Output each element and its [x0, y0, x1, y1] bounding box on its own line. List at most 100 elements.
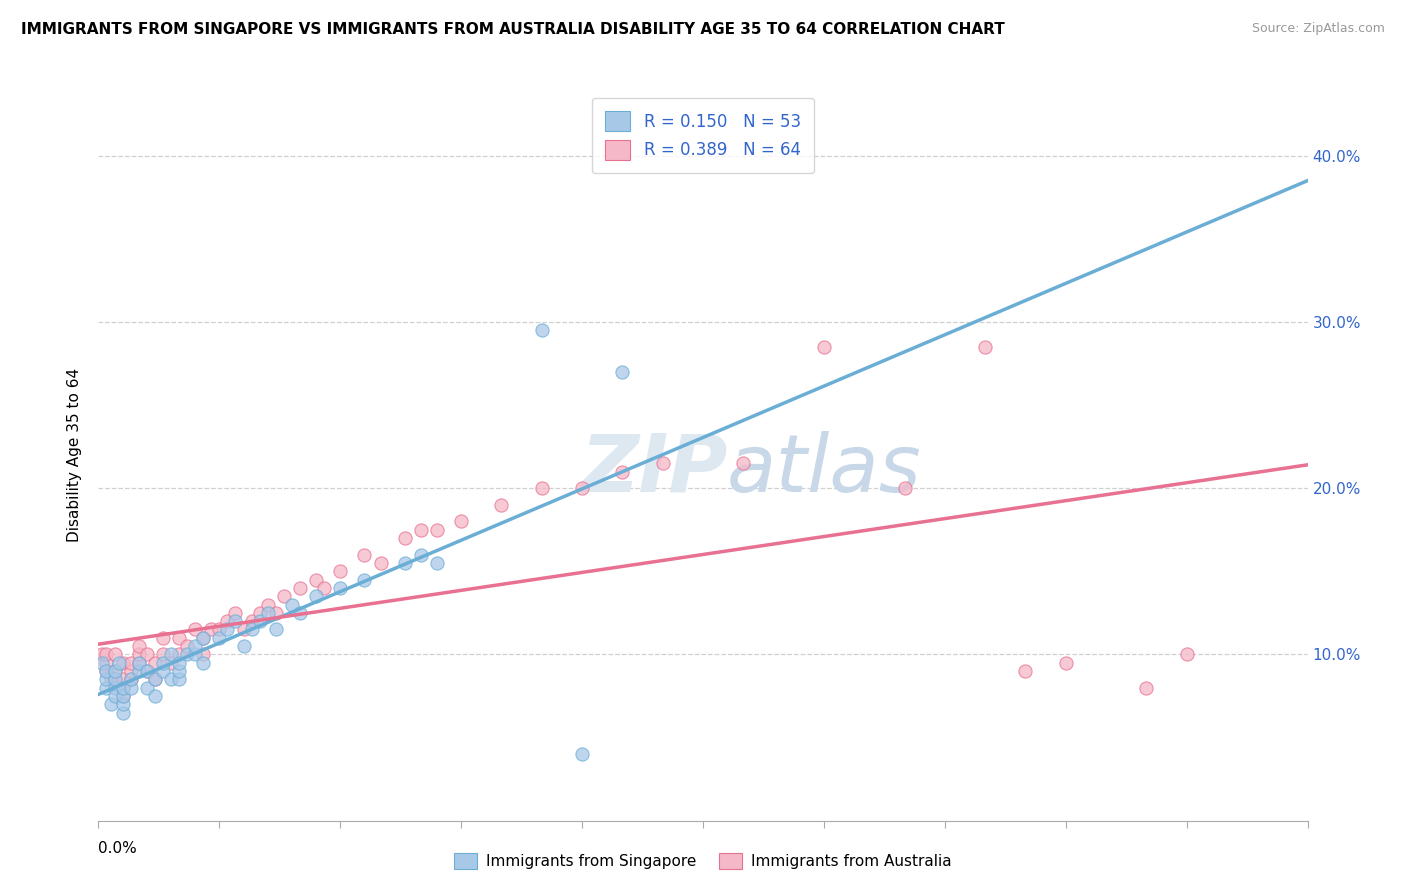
Point — [193, 648, 215, 662]
Point — [111, 689, 134, 703]
Point — [409, 548, 432, 562]
Point — [1175, 648, 1198, 662]
Point — [143, 673, 166, 687]
Point — [128, 656, 150, 670]
Point — [167, 648, 190, 662]
Point — [249, 614, 271, 628]
Point — [426, 523, 449, 537]
Point — [240, 623, 263, 637]
Point — [111, 656, 134, 670]
Point — [96, 656, 118, 670]
Point — [167, 631, 190, 645]
Point — [288, 581, 311, 595]
Legend: Immigrants from Singapore, Immigrants from Australia: Immigrants from Singapore, Immigrants fr… — [449, 847, 957, 875]
Point — [128, 639, 150, 653]
Point — [120, 664, 142, 678]
Point — [135, 664, 157, 678]
Point — [160, 656, 183, 670]
Point — [120, 673, 142, 687]
Point — [193, 631, 215, 645]
Point — [120, 656, 142, 670]
Point — [974, 340, 997, 354]
Point — [281, 598, 304, 612]
Point — [530, 323, 553, 337]
Point — [135, 664, 157, 678]
Text: atlas: atlas — [727, 431, 922, 508]
Point — [240, 614, 263, 628]
Point — [450, 515, 472, 529]
Point — [128, 664, 150, 678]
Point — [193, 656, 215, 670]
Point — [152, 631, 174, 645]
Point — [96, 648, 118, 662]
Text: IMMIGRANTS FROM SINGAPORE VS IMMIGRANTS FROM AUSTRALIA DISABILITY AGE 35 TO 64 C: IMMIGRANTS FROM SINGAPORE VS IMMIGRANTS … — [21, 22, 1005, 37]
Legend: R = 0.150   N = 53, R = 0.389   N = 64: R = 0.150 N = 53, R = 0.389 N = 64 — [592, 97, 814, 173]
Point — [273, 589, 295, 603]
Point — [103, 689, 125, 703]
Point — [184, 623, 207, 637]
Point — [160, 648, 183, 662]
Point — [176, 648, 198, 662]
Point — [353, 573, 375, 587]
Point — [111, 681, 134, 695]
Point — [571, 747, 593, 761]
Point — [103, 681, 125, 695]
Point — [217, 623, 239, 637]
Point — [135, 681, 157, 695]
Point — [167, 664, 190, 678]
Point — [733, 456, 755, 470]
Point — [314, 581, 336, 595]
Point — [143, 689, 166, 703]
Point — [208, 623, 231, 637]
Point — [612, 365, 634, 379]
Point — [217, 614, 239, 628]
Point — [135, 648, 157, 662]
Point — [111, 681, 134, 695]
Point — [305, 573, 328, 587]
Point — [103, 673, 125, 687]
Point — [103, 664, 125, 678]
Point — [491, 498, 513, 512]
Point — [128, 648, 150, 662]
Point — [111, 706, 134, 720]
Point — [103, 664, 125, 678]
Point — [193, 631, 215, 645]
Point — [111, 698, 134, 712]
Point — [152, 648, 174, 662]
Point — [96, 673, 118, 687]
Text: ZIP: ZIP — [579, 431, 727, 508]
Point — [184, 648, 207, 662]
Point — [530, 481, 553, 495]
Point — [256, 598, 278, 612]
Point — [167, 656, 190, 670]
Y-axis label: Disability Age 35 to 64: Disability Age 35 to 64 — [67, 368, 83, 542]
Point — [143, 656, 166, 670]
Point — [152, 664, 174, 678]
Point — [893, 481, 915, 495]
Point — [100, 673, 122, 687]
Point — [1014, 664, 1036, 678]
Point — [232, 623, 254, 637]
Point — [160, 673, 183, 687]
Point — [96, 664, 118, 678]
Text: Source: ZipAtlas.com: Source: ZipAtlas.com — [1251, 22, 1385, 36]
Point — [111, 673, 134, 687]
Point — [264, 623, 287, 637]
Point — [1054, 656, 1077, 670]
Point — [208, 631, 231, 645]
Point — [394, 531, 416, 545]
Point — [353, 548, 375, 562]
Point — [329, 564, 352, 578]
Point — [288, 606, 311, 620]
Point — [184, 639, 207, 653]
Point — [612, 465, 634, 479]
Point — [651, 456, 673, 470]
Point — [264, 606, 287, 620]
Point — [120, 681, 142, 695]
Point — [111, 689, 134, 703]
Point — [224, 614, 246, 628]
Point — [409, 523, 432, 537]
Point — [329, 581, 352, 595]
Point — [200, 623, 222, 637]
Point — [91, 648, 114, 662]
